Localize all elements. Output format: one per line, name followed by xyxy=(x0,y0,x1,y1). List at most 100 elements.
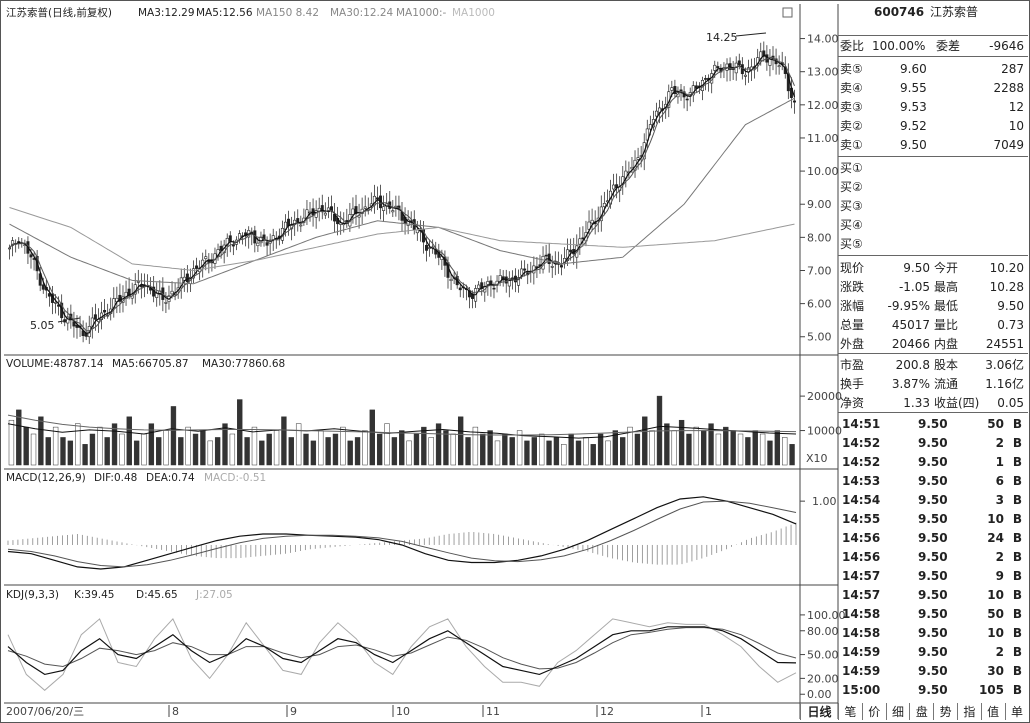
volume-bar xyxy=(686,433,692,466)
candle-body xyxy=(118,294,122,302)
volume-bar xyxy=(664,423,670,466)
tick-volume: 105 xyxy=(978,683,1004,697)
buy-level-label: 买③ xyxy=(840,199,863,213)
kdj-tick-label: 0.00 xyxy=(807,688,832,701)
candle-body xyxy=(449,278,453,282)
tick-price: 9.50 xyxy=(918,512,948,526)
volume-bar xyxy=(730,430,736,466)
sell-row: 卖③ 9.53 12 xyxy=(838,98,1028,116)
ma5-line xyxy=(9,56,795,332)
tick-row: 14:52 9.50 1 B xyxy=(838,453,1028,471)
tick-price: 9.50 xyxy=(918,493,948,507)
candle-body xyxy=(363,206,367,209)
candle-body xyxy=(737,60,741,66)
tab-3[interactable]: 细 xyxy=(885,703,910,720)
candle-body xyxy=(587,221,591,230)
tick-side: B xyxy=(1012,569,1022,583)
tick-row: 14:57 9.50 9 B xyxy=(838,567,1028,585)
volume-bar xyxy=(782,437,788,466)
candle-body xyxy=(256,242,260,247)
tick-time: 14:57 xyxy=(842,588,881,602)
volume-bar xyxy=(170,406,177,466)
volume-bar xyxy=(148,423,155,466)
tick-side: B xyxy=(1012,474,1022,488)
stat-value: -9.95% xyxy=(887,299,930,313)
candle-body xyxy=(136,281,140,283)
stat-row: 现价 9.50 今开 10.20 xyxy=(838,259,1028,277)
volume-bar xyxy=(538,433,545,466)
tick-volume: 10 xyxy=(987,588,1004,602)
stock-code: 600746 xyxy=(874,5,925,19)
candle-body xyxy=(29,254,33,258)
price-tick-label: 6.00 xyxy=(807,298,832,311)
volume-bar xyxy=(376,433,383,466)
maximize-icon[interactable] xyxy=(782,7,793,18)
tick-time: 14:58 xyxy=(842,607,881,621)
volume-bar xyxy=(428,437,434,466)
fund-value: 1.33 xyxy=(903,396,930,410)
tick-row: 14:52 9.50 2 B xyxy=(838,434,1028,452)
tick-volume: 50 xyxy=(987,417,1004,431)
tick-time: 14:59 xyxy=(842,645,881,659)
candle-body xyxy=(645,128,649,141)
tab-5[interactable]: 势 xyxy=(933,703,957,720)
candle-body xyxy=(517,277,521,286)
volume-bar xyxy=(119,433,125,466)
tick-price: 9.50 xyxy=(918,626,948,640)
volume-bar xyxy=(561,444,567,466)
volume-bar xyxy=(701,430,707,466)
candle-body xyxy=(777,65,781,68)
sell-volume: 10 xyxy=(1008,119,1024,133)
tab-8[interactable]: 单 xyxy=(1004,703,1029,720)
volume-bar xyxy=(480,433,486,466)
sell-row: 卖② 9.52 10 xyxy=(838,117,1028,135)
buy-row: 买④ xyxy=(838,216,1028,234)
volume-bar xyxy=(391,437,398,466)
volume-ma30-line xyxy=(7,414,797,436)
low-annotation: 5.05 xyxy=(30,319,55,332)
volume-bar xyxy=(273,430,280,466)
tab-7[interactable]: 值 xyxy=(980,703,1005,720)
volume-bar xyxy=(605,440,611,466)
volume-bar xyxy=(185,426,191,466)
stock-title-row: 600746 江苏索普 xyxy=(838,3,1028,21)
tab-1[interactable]: 笔 xyxy=(838,703,862,720)
macd-value-label: MACD:-0.51 xyxy=(204,472,266,484)
volume-bar xyxy=(16,409,22,466)
volume-bar xyxy=(457,416,464,466)
tab-6[interactable]: 指 xyxy=(956,703,981,720)
volume-bar xyxy=(516,430,523,466)
candle-body xyxy=(326,207,330,213)
tick-volume: 24 xyxy=(987,531,1004,545)
volume-bar xyxy=(52,426,59,466)
volume-bar xyxy=(450,433,456,466)
volume-bar xyxy=(620,437,626,466)
tab-2[interactable]: 价 xyxy=(861,703,886,720)
candle-body xyxy=(323,212,327,216)
volume-bar xyxy=(575,440,582,466)
stat-label: 内盘 xyxy=(934,337,959,351)
tab-0[interactable]: 日线 xyxy=(800,703,838,720)
tick-time: 14:59 xyxy=(842,664,881,678)
tab-4[interactable]: 盘 xyxy=(909,703,933,720)
tick-volume: 2 xyxy=(995,645,1004,659)
fund-value: 3.87% xyxy=(891,377,930,391)
tick-side: B xyxy=(1012,645,1022,659)
fund-label: 流通 xyxy=(934,377,959,391)
tick-side: B xyxy=(1012,417,1022,431)
tick-time: 14:57 xyxy=(842,569,881,583)
sell-price: 9.60 xyxy=(900,62,927,76)
candle-body xyxy=(66,316,70,324)
volume-bar xyxy=(708,423,714,466)
sell-volume: 2288 xyxy=(993,81,1024,95)
candle-body xyxy=(185,273,189,283)
candle-body xyxy=(415,229,419,234)
volume-bar xyxy=(759,433,766,466)
volume-bar xyxy=(354,437,361,466)
fund-label: 股本 xyxy=(934,358,959,372)
volume-bar xyxy=(75,423,81,466)
volume-bar xyxy=(789,444,795,466)
candle-body xyxy=(762,50,766,57)
fund-value: 200.8 xyxy=(895,358,930,372)
